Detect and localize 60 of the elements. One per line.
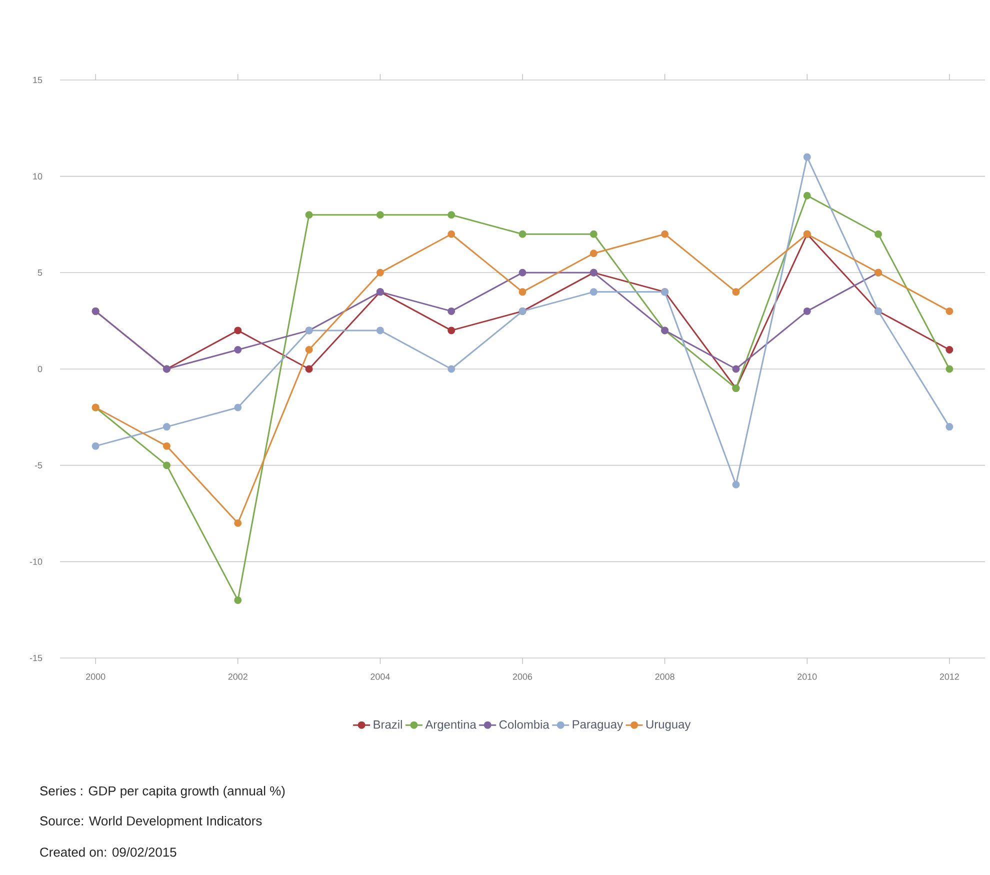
point — [376, 211, 384, 219]
legend-label: Brazil — [374, 720, 402, 729]
legend-label: Paraguay — [572, 720, 623, 731]
point — [803, 307, 811, 315]
point — [305, 365, 313, 373]
y-tick-label: -10 — [30, 558, 42, 565]
point — [234, 519, 242, 527]
x-tick-label: 2000 — [86, 674, 106, 680]
point — [803, 153, 811, 161]
point — [518, 230, 526, 238]
point — [448, 230, 456, 238]
point — [162, 442, 170, 450]
point — [518, 268, 526, 276]
x-tick-label: 2012 — [940, 674, 959, 680]
point — [590, 250, 598, 258]
x-tick-label: 2010 — [798, 674, 817, 680]
point — [803, 192, 811, 200]
x-tick-label: 2004 — [370, 674, 390, 680]
point — [732, 480, 740, 488]
x-tick-label: 2006 — [512, 674, 532, 680]
point — [732, 365, 740, 373]
y-tick-label: 5 — [38, 270, 42, 276]
source-note: Source: World Development Indicators — [40, 816, 262, 828]
point — [946, 346, 954, 354]
point — [518, 288, 526, 296]
point — [874, 230, 882, 238]
point — [305, 346, 313, 354]
point — [448, 307, 456, 315]
point — [946, 423, 954, 431]
text: Created on: 09/02/2015 — [40, 847, 176, 857]
legend-label: Uruguay — [646, 720, 691, 731]
point — [448, 326, 456, 334]
point — [590, 288, 598, 296]
x-tick-label: 2002 — [228, 674, 248, 680]
point — [946, 365, 954, 373]
point — [732, 288, 740, 296]
point — [376, 326, 384, 334]
point — [946, 307, 954, 315]
point — [234, 596, 242, 604]
point — [162, 423, 170, 431]
point — [162, 462, 170, 470]
point — [661, 230, 669, 238]
text: Series : GDP per capita growth (annual %) — [40, 786, 285, 798]
legend-label: Argentina — [425, 720, 476, 732]
point — [305, 211, 313, 219]
y-tick-label: 10 — [33, 173, 42, 180]
point — [234, 346, 242, 354]
point — [376, 268, 384, 276]
point — [448, 365, 456, 373]
legend-label: Colombia — [499, 720, 550, 729]
y-tick-label: -15 — [30, 654, 42, 662]
point — [92, 442, 100, 450]
point — [590, 230, 598, 238]
point — [448, 211, 456, 219]
point — [234, 404, 242, 412]
point — [234, 326, 242, 334]
y-tick-label: -5 — [34, 462, 42, 468]
y-tick-label: 0 — [38, 366, 42, 372]
x-tick-label: 2008 — [655, 674, 674, 680]
y-tick-label: 15 — [33, 76, 42, 84]
